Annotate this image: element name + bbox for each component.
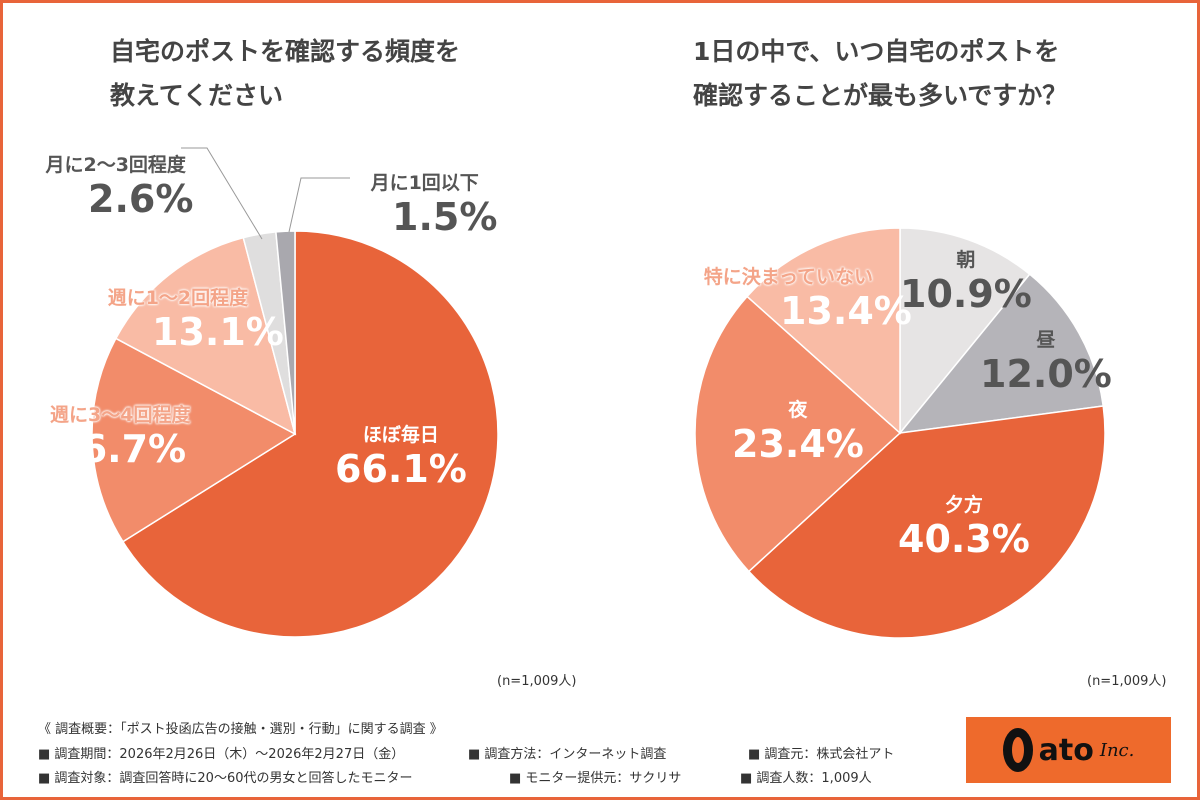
pie-slice [121,230,499,638]
pie-chart-2 [694,227,1106,639]
pie-slice [746,227,901,435]
slice-label: 夜 23.4% [732,399,864,466]
slice-label: 週に1〜2回程度 13.1% [107,287,284,354]
pie-slice [899,227,1031,436]
slice-label: 朝 10.9% [900,249,1032,316]
footer-item: ■ 調査対象：調査回答時に20〜60代の男女と回答したモニター [38,771,413,786]
pie-slice [275,230,296,435]
chart2-title: 1日の中で、いつ自宅のポストを 確認することが最も多いですか？ [693,30,1067,118]
leader-line [181,147,263,240]
pie-chart-1 [91,230,499,638]
slice-label: 月に2〜3回程度 2.6% [45,154,194,221]
footer-item: ■ モニター提供元：サクリサ [509,771,682,786]
pie-slice [898,273,1105,434]
slice-label: 特に決まっていない 13.4% [703,266,912,333]
footer-item: ■ 調査人数：1,009人 [740,771,872,786]
title-line: 1日の中で、いつ自宅のポストを [693,37,1060,66]
footer-item: ■ 調査方法：インターネット調査 [468,747,667,762]
pie-slice [114,236,297,436]
title-line: 自宅のポストを確認する頻度を [110,37,461,66]
logo-text: ato [1038,732,1094,768]
slice-label: 月に1回以下 1.5% [370,172,498,239]
slice-label: ほぼ毎日 66.1% [335,424,467,491]
pie-slice [91,337,297,543]
footer-item: ■ 調査元：株式会社アト [748,747,895,762]
leader-line [288,177,350,233]
ato-logo: ato Inc. [966,717,1171,783]
footer-item: ■ 調査期間：2026年2月26日（木）〜2026年2月27日（金） [38,747,405,762]
logo-suffix: Inc. [1099,739,1135,761]
title-line: 教えてください [110,81,284,110]
sample-size: (n=1,009人) [497,674,577,689]
survey-summary: 《 調査概要：「ポスト投函広告の接触・選別・行動」に関する調査 》 [38,722,443,737]
slice-label: 夕方 40.3% [898,494,1030,561]
pie-slice [694,295,902,573]
slice-label: 週に3〜4回程度 16.7% [50,404,191,471]
pie-slice [747,405,1106,639]
slice-label: 昼 12.0% [980,329,1112,396]
chart1-title: 自宅のポストを確認する頻度を 教えてください [110,30,460,118]
title-line: 確認することが最も多いですか？ [693,81,1068,110]
logo-mark-icon [1002,728,1033,772]
sample-size: (n=1,009人) [1087,674,1167,689]
